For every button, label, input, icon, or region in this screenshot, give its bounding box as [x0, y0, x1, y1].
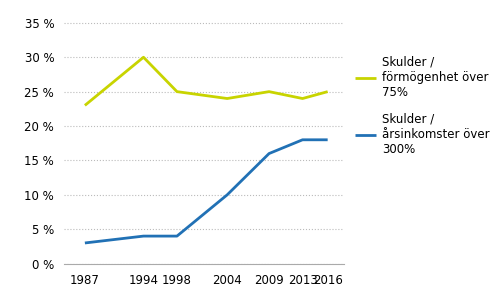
- Skulder /
förmögenhet över
75%: [224, 97, 230, 100]
- Skulder /
årsinkomster över
300%: [300, 138, 306, 142]
- Skulder /
förmögenhet över
75%: [141, 55, 147, 59]
- Skulder /
förmögenhet över
75%: [325, 90, 331, 93]
- Skulder /
årsinkomster över
300%: [224, 193, 230, 197]
- Legend: Skulder /
förmögenhet över
75%, Skulder /
årsinkomster över
300%: Skulder / förmögenhet över 75%, Skulder …: [350, 51, 492, 161]
- Skulder /
förmögenhet över
75%: [300, 97, 306, 100]
- Skulder /
förmögenhet över
75%: [266, 90, 272, 93]
- Skulder /
årsinkomster över
300%: [141, 234, 147, 238]
- Line: Skulder /
förmögenhet över
75%: Skulder / förmögenhet över 75%: [85, 57, 328, 105]
- Skulder /
årsinkomster över
300%: [174, 234, 180, 238]
- Skulder /
årsinkomster över
300%: [325, 138, 331, 142]
- Line: Skulder /
årsinkomster över
300%: Skulder / årsinkomster över 300%: [85, 140, 328, 243]
- Skulder /
årsinkomster över
300%: [266, 152, 272, 155]
- Skulder /
förmögenhet över
75%: [82, 104, 88, 107]
- Skulder /
förmögenhet över
75%: [174, 90, 180, 93]
- Skulder /
årsinkomster över
300%: [82, 241, 88, 245]
